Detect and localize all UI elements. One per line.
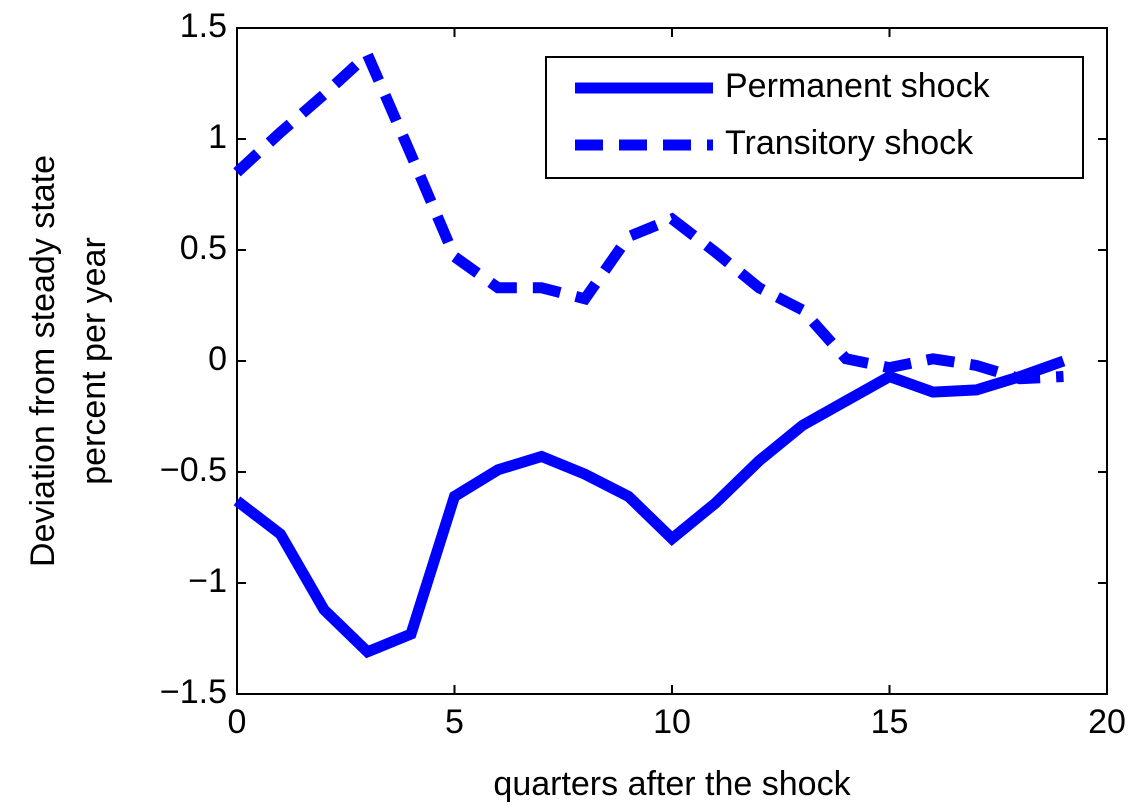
legend-box bbox=[545, 56, 1084, 179]
x-axis-label: quarters after the shock bbox=[493, 765, 851, 803]
x-tick-label: 20 bbox=[1088, 703, 1126, 741]
x-tick-label: 0 bbox=[228, 703, 247, 741]
y-axis-label: percent per year bbox=[75, 237, 113, 485]
y-tick-label: 1.5 bbox=[180, 7, 227, 45]
y-tick-label: −1.5 bbox=[160, 673, 227, 711]
y-tick-label: 0.5 bbox=[180, 229, 227, 267]
x-tick-label: 15 bbox=[871, 703, 909, 741]
legend-label: Permanent shock bbox=[725, 67, 991, 105]
legend-label: Transitory shock bbox=[725, 124, 974, 162]
x-tick-label: 10 bbox=[653, 703, 691, 741]
series-line bbox=[233, 355, 1066, 659]
y-tick-label: −0.5 bbox=[160, 451, 227, 489]
y-axis-label: Deviation from steady state bbox=[24, 155, 62, 567]
series-line bbox=[233, 45, 1064, 385]
y-tick-label: −1 bbox=[188, 562, 227, 600]
y-tick-label: 0 bbox=[208, 340, 227, 378]
x-tick-label: 5 bbox=[445, 703, 464, 741]
y-tick-label: 1 bbox=[208, 118, 227, 156]
